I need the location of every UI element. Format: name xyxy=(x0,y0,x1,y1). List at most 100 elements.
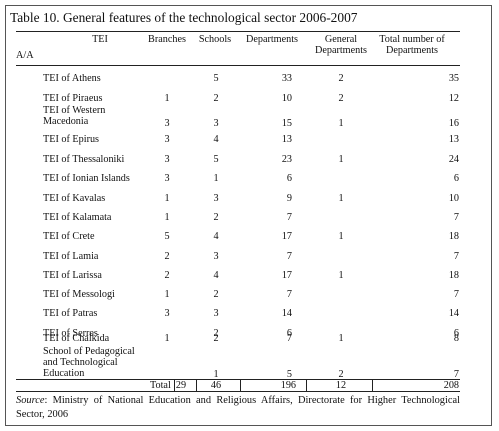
row-branches-value: 3 xyxy=(164,118,170,129)
row-tei-name: TEI of Epirus xyxy=(43,134,99,145)
row-tei-name: TEI of Piraeus xyxy=(43,93,102,104)
row-schools-value: 3 xyxy=(213,308,219,319)
row-branches-value: 1 xyxy=(164,333,170,344)
row-schools-value: 2 xyxy=(213,93,219,104)
row-tei-name: TEI of Thessaloniki xyxy=(43,154,124,165)
table-frame xyxy=(5,5,492,426)
row-schools-value: 4 xyxy=(213,270,219,281)
row-schools-value: 4 xyxy=(213,134,219,145)
row-departments-value: 33 xyxy=(281,73,292,84)
row-branches-value: 2 xyxy=(164,251,170,262)
row-tei-name: TEI of Crete xyxy=(43,231,94,242)
source-note: Source: Ministry of National Education a… xyxy=(16,394,460,422)
row-general-value: 1 xyxy=(338,333,344,344)
header-branches: Branches xyxy=(148,34,186,45)
row-total-value: 6 xyxy=(453,173,459,184)
row-schools-value: 5 xyxy=(213,73,219,84)
row-schools-value: 2 xyxy=(213,289,219,300)
row-general-value: 2 xyxy=(338,93,344,104)
row-total-value: 14 xyxy=(448,308,459,319)
row-tei-name-line: TEI of Kavalas xyxy=(43,193,106,204)
row-general-value: 1 xyxy=(338,270,344,281)
row-tei-name-line: TEI of Lamia xyxy=(43,251,99,262)
row-branches-value: 3 xyxy=(164,173,170,184)
row-branches-value: 3 xyxy=(164,134,170,145)
row-tei-name: TEI of Kavalas xyxy=(43,193,105,204)
row-schools-value: 1 xyxy=(213,173,219,184)
row-tei-name-line: TEI of Chalkida xyxy=(43,333,110,344)
row-total-value: 8 xyxy=(453,333,459,344)
totals-label: Total xyxy=(150,380,171,391)
row-departments-value: 9 xyxy=(286,193,292,204)
row-total-value: 6 xyxy=(453,328,459,339)
row-departments-value: 14 xyxy=(281,308,292,319)
row-branches-value: 5 xyxy=(164,231,170,242)
row-departments-value: 7 xyxy=(286,289,292,300)
row-departments-value: 5 xyxy=(286,369,292,380)
row-total-value: 24 xyxy=(448,154,459,165)
row-departments-value: 6 xyxy=(286,328,292,339)
header-aa: A/A xyxy=(16,50,34,61)
row-departments-value: 23 xyxy=(281,154,292,165)
row-tei-name-line: TEI of Messologi xyxy=(43,289,115,300)
totals-divider xyxy=(240,379,241,391)
totals-divider xyxy=(196,379,197,391)
row-departments-value: 10 xyxy=(281,93,292,104)
row-total-value: 7 xyxy=(453,289,459,300)
totals-general: 12 xyxy=(335,380,347,391)
row-schools-value: 5 xyxy=(213,154,219,165)
row-tei-name-line: TEI of Epirus xyxy=(43,134,100,145)
row-tei-name: School of Pedagogical and Technological Ed… xyxy=(43,346,135,379)
row-general-value: 2 xyxy=(338,369,344,380)
row-schools-value: 3 xyxy=(213,193,219,204)
row-tei-name-line: School of Pedagogical xyxy=(43,346,135,357)
totals-top-rule xyxy=(16,379,460,380)
totals-divider xyxy=(372,379,373,391)
row-total-value: 35 xyxy=(448,73,459,84)
row-branches-value: 2 xyxy=(164,270,170,281)
row-departments-value: 7 xyxy=(286,212,292,223)
header-departments: Departments xyxy=(245,34,299,45)
row-departments-value: 17 xyxy=(281,270,292,281)
row-branches-value: 1 xyxy=(164,212,170,223)
row-schools-value: 2 xyxy=(213,212,219,223)
row-branches-value: 1 xyxy=(164,93,170,104)
row-general-value: 2 xyxy=(338,73,344,84)
row-tei-name: TEI of Athens xyxy=(43,73,101,84)
row-tei-name-line: TEI of Western xyxy=(43,105,106,116)
row-total-value: 10 xyxy=(448,193,459,204)
row-total-value: 7 xyxy=(453,369,459,380)
row-tei-name-line: Macedonia xyxy=(43,116,89,127)
source-label: Source xyxy=(16,395,45,406)
totals-departments: 196 xyxy=(280,380,296,391)
row-departments-value: 15 xyxy=(281,118,292,129)
row-schools-value: 3 xyxy=(213,251,219,262)
row-tei-name-line: Education xyxy=(43,368,85,379)
top-rule xyxy=(16,31,460,32)
row-tei-name-line: TEI of Piraeus xyxy=(43,93,103,104)
row-branches-value: 3 xyxy=(164,308,170,319)
row-tei-name: TEI of Larissa xyxy=(43,270,102,281)
row-total-value: 7 xyxy=(453,212,459,223)
totals-divider xyxy=(174,379,175,391)
row-total-value: 18 xyxy=(448,231,459,242)
row-general-value: 1 xyxy=(338,154,344,165)
row-tei-name-line: TEI of Ionian Islands xyxy=(43,173,130,184)
row-general-value: 1 xyxy=(338,118,344,129)
row-departments-value: 17 xyxy=(281,231,292,242)
row-tei-name-line: TEI of Patras xyxy=(43,308,98,319)
row-branches-value: 1 xyxy=(164,289,170,300)
row-tei-name-line: TEI of Serres xyxy=(43,328,98,339)
header-total-departments: Total number of Departments xyxy=(379,34,445,56)
totals-total: 208 xyxy=(443,380,459,391)
row-tei-name: TEI of Western Macedonia xyxy=(43,105,105,127)
row-schools-value: 2 xyxy=(213,333,219,344)
row-branches-value: 3 xyxy=(164,154,170,165)
row-tei-name: TEI of Chalkida xyxy=(43,333,109,344)
row-tei-name: TEI of Lamia xyxy=(43,251,98,262)
row-general-value: 1 xyxy=(338,193,344,204)
header-general-departments: General Departments xyxy=(314,34,368,56)
header-schools: Schools xyxy=(198,34,232,45)
source-text: : Ministry of National Education and Rel… xyxy=(16,395,460,420)
row-departments-value: 7 xyxy=(286,251,292,262)
